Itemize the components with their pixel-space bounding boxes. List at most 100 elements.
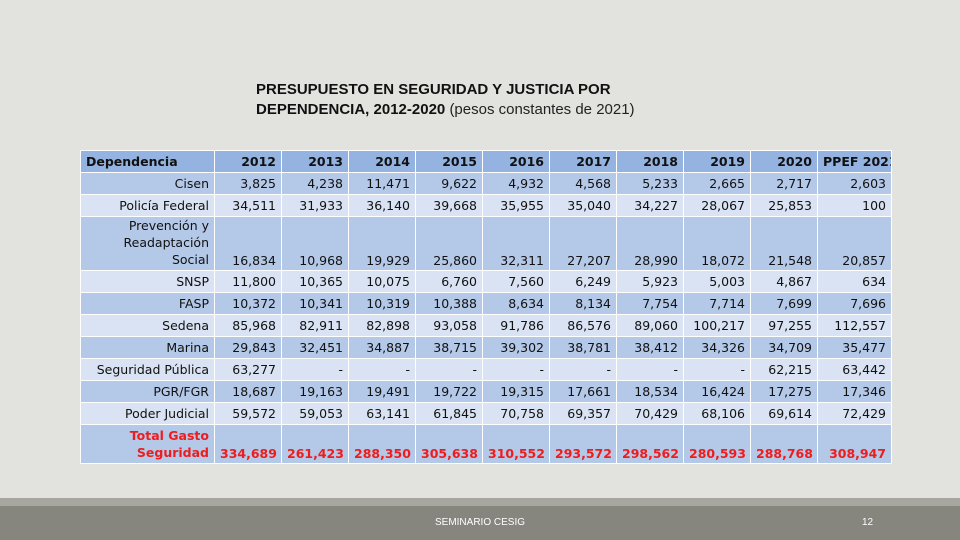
value-cell: 8,634 [482, 292, 550, 315]
value-cell: 70,429 [616, 402, 684, 425]
value-cell: - [415, 358, 483, 381]
value-cell: 28,990 [616, 216, 684, 271]
value-cell: 59,572 [214, 402, 282, 425]
value-cell: - [549, 358, 617, 381]
value-cell: 634 [817, 270, 892, 293]
page-number: 12 [862, 517, 874, 528]
value-cell: 10,372 [214, 292, 282, 315]
value-cell: 38,412 [616, 336, 684, 359]
value-cell: 85,968 [214, 314, 282, 337]
value-cell: 34,227 [616, 194, 684, 217]
value-cell: 89,060 [616, 314, 684, 337]
value-cell: - [348, 358, 416, 381]
table-total-row: Total Gasto Seguridad 334,689 261,423 288,3… [80, 424, 892, 464]
value-cell: 7,699 [750, 292, 818, 315]
value-cell: 288,768 [750, 424, 818, 464]
value-cell: 11,471 [348, 172, 416, 195]
value-cell: 82,898 [348, 314, 416, 337]
value-cell: - [482, 358, 550, 381]
value-cell: 35,477 [817, 336, 892, 359]
value-cell: 10,341 [281, 292, 349, 315]
value-cell: 100,217 [683, 314, 751, 337]
value-cell: 82,911 [281, 314, 349, 337]
row-label: Sedena [80, 314, 215, 337]
value-cell: 97,255 [750, 314, 818, 337]
value-cell: 112,557 [817, 314, 892, 337]
value-cell: 35,955 [482, 194, 550, 217]
value-cell: 4,238 [281, 172, 349, 195]
value-cell: 3,825 [214, 172, 282, 195]
value-cell: 36,140 [348, 194, 416, 217]
value-cell: 10,075 [348, 270, 416, 293]
value-cell: 334,689 [214, 424, 282, 464]
value-cell: 34,709 [750, 336, 818, 359]
value-cell: - [616, 358, 684, 381]
value-cell: 31,933 [281, 194, 349, 217]
value-cell: 308,947 [817, 424, 892, 464]
value-cell: 5,003 [683, 270, 751, 293]
value-cell: 17,346 [817, 380, 892, 403]
value-cell: 21,548 [750, 216, 818, 271]
title-line-1: PRESUPUESTO EN SEGURIDAD Y JUSTICIA POR [256, 81, 611, 98]
footer-text: SEMINARIO CESIG [434, 517, 525, 528]
value-cell: 32,451 [281, 336, 349, 359]
header-cell: 2014 [348, 150, 416, 173]
value-cell: 29,843 [214, 336, 282, 359]
header-cell: 2017 [549, 150, 617, 173]
header-cell: 2020 [750, 150, 818, 173]
row-label: Cisen [80, 172, 215, 195]
value-cell: 93,058 [415, 314, 483, 337]
value-cell: 63,141 [348, 402, 416, 425]
value-cell: 19,491 [348, 380, 416, 403]
value-cell: 18,072 [683, 216, 751, 271]
value-cell: 63,277 [214, 358, 282, 381]
table-header-row: Dependencia 2012 2013 2014 2015 2016 201… [80, 150, 892, 173]
value-cell: 5,923 [616, 270, 684, 293]
value-cell: 2,717 [750, 172, 818, 195]
value-cell: 35,040 [549, 194, 617, 217]
value-cell: 17,661 [549, 380, 617, 403]
row-label: Seguridad Pública [80, 358, 215, 381]
value-cell: 261,423 [281, 424, 349, 464]
value-cell: 63,442 [817, 358, 892, 381]
header-cell: 2012 [214, 150, 282, 173]
value-cell: 10,319 [348, 292, 416, 315]
table-row: Cisen 3,825 4,238 11,471 9,622 4,932 4,568 5,23… [80, 172, 892, 195]
value-cell: 293,572 [549, 424, 617, 464]
footer-bar [0, 498, 960, 540]
header-cell: 2016 [482, 150, 550, 173]
value-cell: 20,857 [817, 216, 892, 271]
value-cell: 298,562 [616, 424, 684, 464]
row-label: Total Gasto Seguridad [80, 424, 215, 464]
value-cell: 32,311 [482, 216, 550, 271]
value-cell: 17,275 [750, 380, 818, 403]
value-cell: 59,053 [281, 402, 349, 425]
value-cell: 310,552 [482, 424, 550, 464]
table-row: PGR/FGR 18,687 19,163 19,491 19,722 19,315 17,… [80, 380, 892, 403]
header-cell: Dependencia [80, 150, 215, 173]
value-cell: 2,665 [683, 172, 751, 195]
table-body: Cisen 3,825 4,238 11,471 9,622 4,932 4,568 5,23… [80, 172, 892, 464]
value-cell: 86,576 [549, 314, 617, 337]
value-cell: 100 [817, 194, 892, 217]
value-cell: 91,786 [482, 314, 550, 337]
table-row: Sedena 85,968 82,911 82,898 93,058 91,786 86,5… [80, 314, 892, 337]
header-cell: PPEF 2021 [817, 150, 892, 173]
value-cell: 7,714 [683, 292, 751, 315]
title-line-2: DEPENDENCIA, 2012-2020 [256, 101, 446, 118]
value-cell: 9,622 [415, 172, 483, 195]
value-cell: 5,233 [616, 172, 684, 195]
header-cell: 2013 [281, 150, 349, 173]
budget-table-container: Dependencia 2012 2013 2014 2015 2016 201… [80, 150, 892, 464]
value-cell: 4,867 [750, 270, 818, 293]
value-cell: 288,350 [348, 424, 416, 464]
value-cell: 18,534 [616, 380, 684, 403]
value-cell: 16,834 [214, 216, 282, 271]
value-cell: 10,968 [281, 216, 349, 271]
table-row: SNSP 11,800 10,365 10,075 6,760 7,560 6,249 5,9… [80, 270, 892, 293]
value-cell: 19,722 [415, 380, 483, 403]
value-cell: 69,357 [549, 402, 617, 425]
value-cell: 68,106 [683, 402, 751, 425]
row-label: FASP [80, 292, 215, 315]
value-cell: 38,781 [549, 336, 617, 359]
